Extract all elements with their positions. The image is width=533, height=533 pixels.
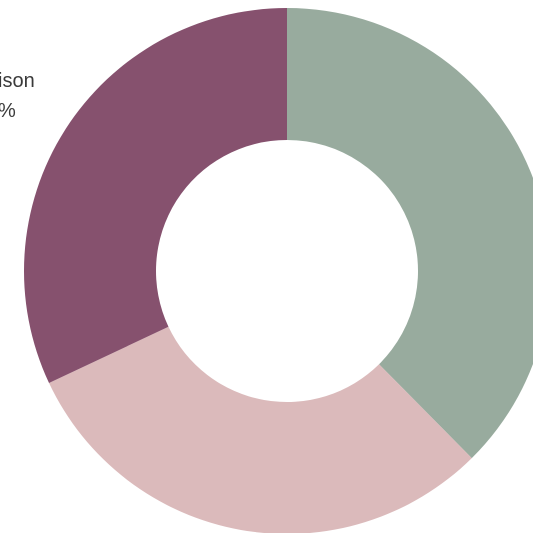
- slice-label-name: ison: [0, 70, 35, 92]
- donut-slice-2: [49, 326, 472, 533]
- donut-slice-1: [287, 8, 533, 459]
- slice-label-percent: %: [0, 100, 16, 122]
- donut-slices: [24, 8, 533, 533]
- donut-slice-3: [24, 8, 288, 383]
